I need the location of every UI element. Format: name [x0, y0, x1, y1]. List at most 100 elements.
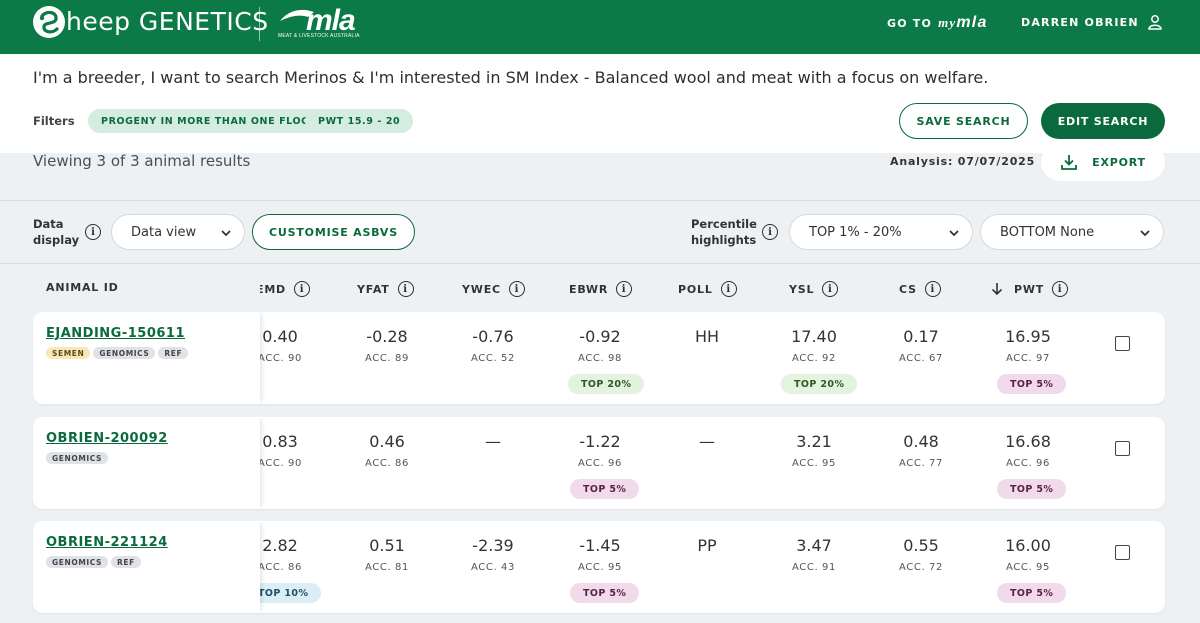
percentile-badge: TOP 20% [568, 374, 645, 394]
emd-accuracy: ACC. 86 [258, 562, 302, 573]
yfat-value: 0.51 [369, 536, 405, 555]
top-percentile-select[interactable]: TOP 1% - 20% [789, 214, 973, 250]
cs-accuracy: ACC. 67 [899, 353, 943, 364]
info-icon[interactable]: i [720, 281, 737, 297]
filter-chip-pwt[interactable]: PWT 15.9 - 20 [305, 109, 414, 133]
customise-asbvs-button[interactable]: CUSTOMISE ASBVS [252, 214, 415, 250]
column-header-yfat[interactable]: YFAT i [357, 281, 414, 297]
cs-value: 0.48 [903, 432, 939, 451]
pwt-value: 16.95 [1005, 327, 1051, 346]
goto-label: GO TO [887, 16, 933, 30]
export-button[interactable]: EXPORT [1041, 143, 1165, 181]
bottom-percentile-select[interactable]: BOTTOM None [980, 214, 1164, 250]
info-icon[interactable]: i [294, 281, 310, 297]
user-icon [1148, 15, 1162, 30]
ebwr-value: -1.45 [579, 536, 621, 555]
results-count: Viewing 3 of 3 animal results [33, 152, 251, 170]
tag-genomics: GENOMICS [93, 347, 156, 359]
info-icon[interactable]: i [924, 281, 941, 297]
info-icon[interactable]: i [822, 281, 839, 297]
sort-arrow-down-icon[interactable] [990, 282, 1004, 296]
mla-wordmark: mla [306, 4, 356, 37]
column-header-animal-id[interactable]: ANIMAL ID [46, 281, 119, 294]
animal-tags: GENOMICS REF [46, 556, 144, 568]
cs-accuracy: ACC. 72 [899, 562, 943, 573]
column-header-cs[interactable]: CS i [899, 281, 941, 297]
animal-id-cell: OBRIEN-221124 GENOMICS REF [33, 521, 260, 613]
export-label: EXPORT [1092, 155, 1146, 169]
ebwr-value: -0.92 [579, 327, 621, 346]
select-row-checkbox[interactable] [1115, 441, 1130, 456]
column-header-pwt[interactable]: PWT i [990, 281, 1069, 297]
chevron-down-icon [221, 230, 231, 237]
percentile-badge: TOP 5% [997, 374, 1067, 394]
ysl-value: 3.21 [796, 432, 832, 451]
column-header-poll[interactable]: POLL i [678, 281, 737, 297]
data-view-select[interactable]: Data view [111, 214, 245, 250]
info-icon[interactable]: i [508, 281, 525, 297]
save-search-button[interactable]: SAVE SEARCH [899, 103, 1028, 139]
percentile-badge: TOP 5% [997, 479, 1067, 499]
user-name: DARREN OBRIEN [1021, 15, 1139, 29]
goto-mymla-link[interactable]: GO TO mymla [887, 14, 988, 32]
table-row: 0.83 ACC. 90 0.46 ACC. 86 — -1.22 ACC. 9… [33, 417, 1165, 509]
animal-id-link[interactable]: OBRIEN-200092 [46, 431, 168, 446]
emd-value: 2.82 [262, 536, 298, 555]
ywec-accuracy: ACC. 52 [471, 353, 515, 364]
percentile-badge: TOP 20% [781, 374, 858, 394]
brand-name[interactable]: heep GENETICS [66, 7, 269, 36]
divider [0, 200, 1200, 201]
percentile-highlights-label: Percentile highlights [691, 217, 757, 247]
percentile-badge: TOP 5% [997, 583, 1067, 603]
cs-value: 0.17 [903, 327, 939, 346]
column-header-ysl[interactable]: YSL i [789, 281, 839, 297]
emd-value: 0.83 [262, 432, 298, 451]
ysl-value: 3.47 [796, 536, 832, 555]
top-bar: heep GENETICS mla MEAT & LIVESTOCK AUSTR… [0, 0, 1200, 54]
mla-logo-icon[interactable] [278, 3, 370, 45]
search-sentence: I'm a breeder, I want to search Merinos … [33, 68, 989, 87]
info-icon[interactable]: i [397, 281, 414, 297]
animal-id-link[interactable]: OBRIEN-221124 [46, 535, 168, 550]
ysl-accuracy: ACC. 91 [792, 562, 836, 573]
search-summary-panel: I'm a breeder, I want to search Merinos … [0, 54, 1200, 153]
user-menu[interactable]: DARREN OBRIEN [1021, 14, 1163, 30]
data-display-info-icon[interactable]: i [85, 224, 101, 240]
ysl-accuracy: ACC. 92 [792, 353, 836, 364]
ysl-value: 17.40 [791, 327, 837, 346]
ebwr-accuracy: ACC. 96 [578, 458, 622, 469]
filter-chip-progeny[interactable]: PROGENY IN MORE THAN ONE FLOCK [88, 109, 330, 133]
sheep-logo-icon[interactable] [33, 6, 65, 38]
edit-search-button[interactable]: EDIT SEARCH [1041, 103, 1165, 139]
column-header-ebwr[interactable]: EBWR i [569, 281, 633, 297]
divider [0, 263, 1200, 264]
poll-value: PP [697, 536, 717, 555]
column-header-emd[interactable]: EMD i [256, 281, 310, 297]
ebwr-value: -1.22 [579, 432, 621, 451]
percentile-info-icon[interactable]: i [762, 224, 778, 240]
ywec-accuracy: ACC. 43 [471, 562, 515, 573]
tag-ref: REF [158, 347, 189, 359]
cs-accuracy: ACC. 77 [899, 458, 943, 469]
pwt-value: 16.68 [1005, 432, 1051, 451]
ywec-value: -0.76 [472, 327, 514, 346]
animal-tags: GENOMICS [46, 452, 111, 464]
pwt-accuracy: ACC. 96 [1006, 458, 1050, 469]
select-row-checkbox[interactable] [1115, 336, 1130, 351]
percentile-badge: TOP 5% [570, 583, 640, 603]
column-header-ywec[interactable]: YWEC i [462, 281, 525, 297]
pwt-accuracy: ACC. 95 [1006, 562, 1050, 573]
tag-semen: SEMEN [46, 347, 91, 359]
ywec-value: -2.39 [472, 536, 514, 555]
table-row: 0.40 ACC. 90 -0.28 ACC. 89 -0.76 ACC. 52… [33, 312, 1165, 404]
analysis-date: Analysis: 07/07/2025 [890, 155, 1036, 168]
info-icon[interactable]: i [616, 281, 633, 297]
yfat-accuracy: ACC. 86 [365, 458, 409, 469]
yfat-accuracy: ACC. 81 [365, 562, 409, 573]
ebwr-accuracy: ACC. 98 [578, 353, 622, 364]
info-icon[interactable]: i [1052, 281, 1069, 297]
animal-id-link[interactable]: EJANDING-150611 [46, 326, 186, 341]
filters-label: Filters [33, 114, 75, 128]
select-row-checkbox[interactable] [1115, 545, 1130, 560]
pwt-accuracy: ACC. 97 [1006, 353, 1050, 364]
